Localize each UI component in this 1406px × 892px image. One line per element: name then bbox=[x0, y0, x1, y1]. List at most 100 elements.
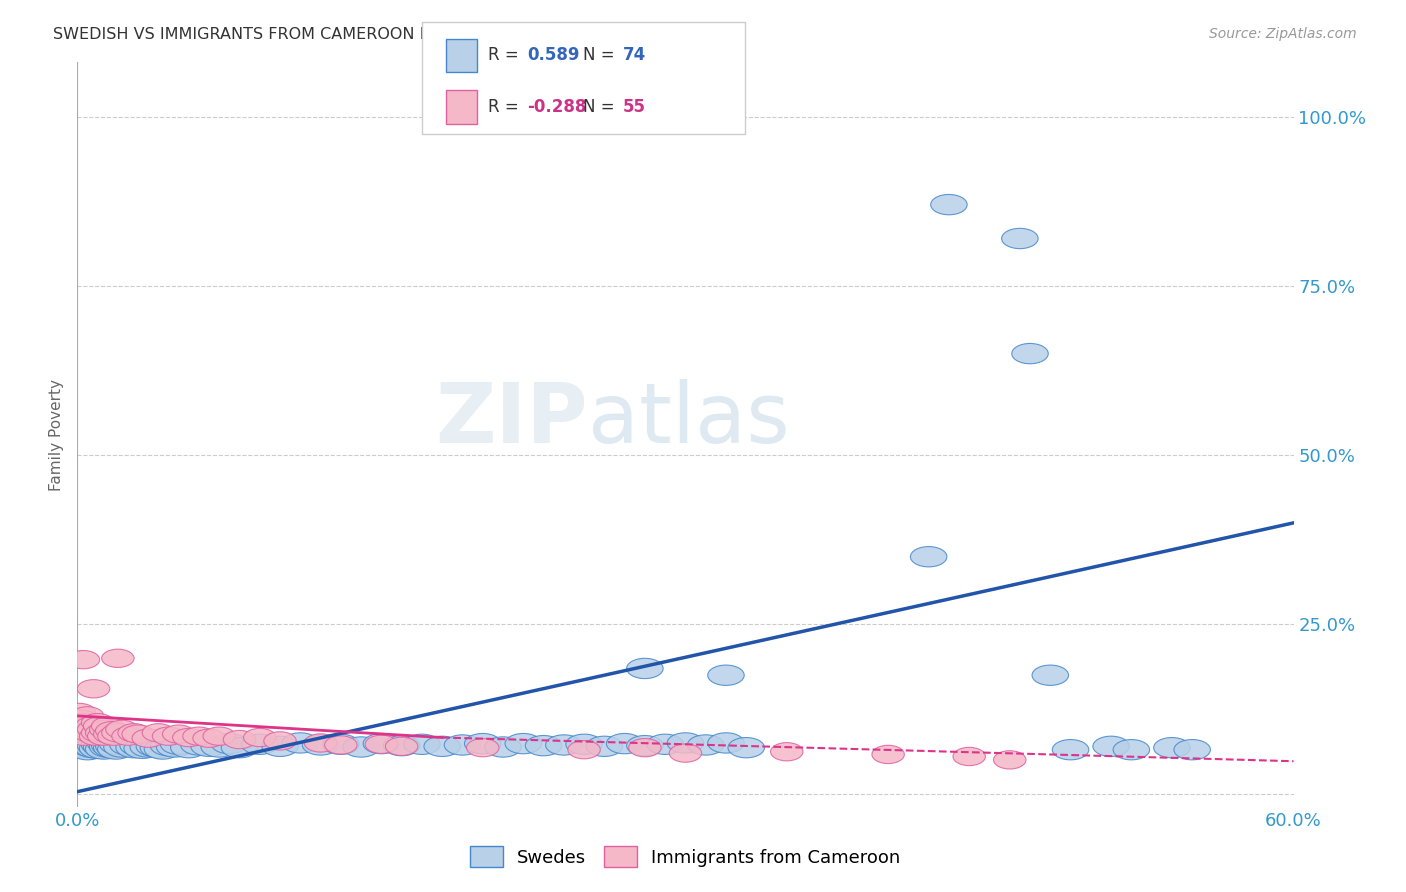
Ellipse shape bbox=[647, 734, 683, 755]
Ellipse shape bbox=[96, 722, 128, 739]
Ellipse shape bbox=[105, 720, 138, 739]
Ellipse shape bbox=[1154, 738, 1189, 758]
Ellipse shape bbox=[73, 734, 110, 755]
Text: Source: ZipAtlas.com: Source: ZipAtlas.com bbox=[1209, 27, 1357, 41]
Ellipse shape bbox=[136, 736, 173, 756]
Ellipse shape bbox=[101, 723, 134, 742]
Ellipse shape bbox=[83, 717, 115, 735]
Ellipse shape bbox=[77, 680, 110, 698]
Ellipse shape bbox=[65, 738, 101, 758]
Text: N =: N = bbox=[583, 46, 620, 64]
Ellipse shape bbox=[83, 737, 120, 757]
Ellipse shape bbox=[1114, 739, 1150, 760]
Ellipse shape bbox=[86, 739, 122, 759]
Ellipse shape bbox=[69, 717, 101, 735]
Ellipse shape bbox=[688, 735, 724, 756]
Ellipse shape bbox=[211, 733, 247, 754]
Ellipse shape bbox=[565, 734, 602, 755]
Ellipse shape bbox=[91, 736, 128, 756]
Ellipse shape bbox=[302, 735, 339, 756]
Ellipse shape bbox=[283, 733, 319, 753]
Ellipse shape bbox=[325, 736, 357, 754]
Ellipse shape bbox=[94, 725, 127, 743]
Ellipse shape bbox=[72, 720, 104, 739]
Ellipse shape bbox=[1001, 228, 1038, 249]
Ellipse shape bbox=[627, 736, 664, 756]
Ellipse shape bbox=[404, 734, 440, 755]
Ellipse shape bbox=[72, 736, 108, 756]
Ellipse shape bbox=[668, 733, 703, 753]
Ellipse shape bbox=[264, 731, 297, 750]
Ellipse shape bbox=[707, 665, 744, 685]
Ellipse shape bbox=[669, 744, 702, 763]
Ellipse shape bbox=[262, 736, 298, 756]
Ellipse shape bbox=[163, 725, 195, 743]
Ellipse shape bbox=[115, 738, 152, 758]
Ellipse shape bbox=[141, 738, 177, 758]
Ellipse shape bbox=[101, 649, 134, 667]
Text: 74: 74 bbox=[623, 46, 647, 64]
Ellipse shape bbox=[120, 736, 156, 756]
Ellipse shape bbox=[60, 736, 97, 756]
Ellipse shape bbox=[104, 737, 141, 757]
Ellipse shape bbox=[363, 733, 399, 754]
Ellipse shape bbox=[65, 720, 97, 739]
Ellipse shape bbox=[152, 727, 184, 746]
Ellipse shape bbox=[304, 734, 337, 752]
Ellipse shape bbox=[224, 731, 256, 748]
Ellipse shape bbox=[87, 727, 120, 746]
Ellipse shape bbox=[63, 717, 96, 735]
Ellipse shape bbox=[76, 717, 108, 735]
Ellipse shape bbox=[77, 720, 110, 739]
Ellipse shape bbox=[97, 739, 134, 759]
Ellipse shape bbox=[94, 738, 129, 758]
Text: 0.589: 0.589 bbox=[527, 46, 579, 64]
Ellipse shape bbox=[568, 740, 600, 759]
Ellipse shape bbox=[122, 725, 155, 743]
Ellipse shape bbox=[366, 735, 398, 754]
Ellipse shape bbox=[243, 729, 276, 747]
Ellipse shape bbox=[526, 736, 562, 756]
Ellipse shape bbox=[118, 723, 150, 742]
Text: atlas: atlas bbox=[588, 379, 790, 460]
Ellipse shape bbox=[183, 727, 215, 746]
Ellipse shape bbox=[1012, 343, 1049, 364]
Text: ZIP: ZIP bbox=[436, 379, 588, 460]
Ellipse shape bbox=[191, 736, 228, 756]
Ellipse shape bbox=[77, 736, 114, 756]
Ellipse shape bbox=[464, 733, 501, 754]
Ellipse shape bbox=[546, 735, 582, 756]
Ellipse shape bbox=[67, 714, 100, 731]
Ellipse shape bbox=[82, 735, 118, 756]
Ellipse shape bbox=[124, 739, 160, 758]
Ellipse shape bbox=[72, 706, 104, 725]
Ellipse shape bbox=[384, 736, 420, 756]
Ellipse shape bbox=[112, 727, 145, 746]
Ellipse shape bbox=[242, 734, 278, 755]
Ellipse shape bbox=[485, 737, 522, 757]
Text: -0.288: -0.288 bbox=[527, 98, 586, 116]
Ellipse shape bbox=[221, 738, 257, 758]
Text: R =: R = bbox=[488, 98, 524, 116]
Ellipse shape bbox=[110, 735, 146, 756]
Ellipse shape bbox=[63, 703, 96, 722]
Ellipse shape bbox=[872, 746, 904, 764]
Ellipse shape bbox=[994, 751, 1026, 769]
Ellipse shape bbox=[82, 723, 114, 742]
Legend: Swedes, Immigrants from Cameroon: Swedes, Immigrants from Cameroon bbox=[463, 839, 908, 874]
Ellipse shape bbox=[67, 727, 100, 746]
Ellipse shape bbox=[96, 736, 132, 756]
Ellipse shape bbox=[82, 714, 114, 731]
Ellipse shape bbox=[73, 723, 105, 742]
Ellipse shape bbox=[132, 729, 165, 747]
Ellipse shape bbox=[142, 723, 174, 742]
Ellipse shape bbox=[1052, 739, 1088, 760]
Ellipse shape bbox=[444, 735, 481, 756]
Ellipse shape bbox=[343, 737, 380, 757]
Ellipse shape bbox=[69, 739, 105, 760]
Ellipse shape bbox=[156, 737, 193, 757]
Ellipse shape bbox=[1174, 739, 1211, 760]
Ellipse shape bbox=[65, 710, 97, 729]
Ellipse shape bbox=[586, 736, 623, 756]
Ellipse shape bbox=[770, 743, 803, 761]
